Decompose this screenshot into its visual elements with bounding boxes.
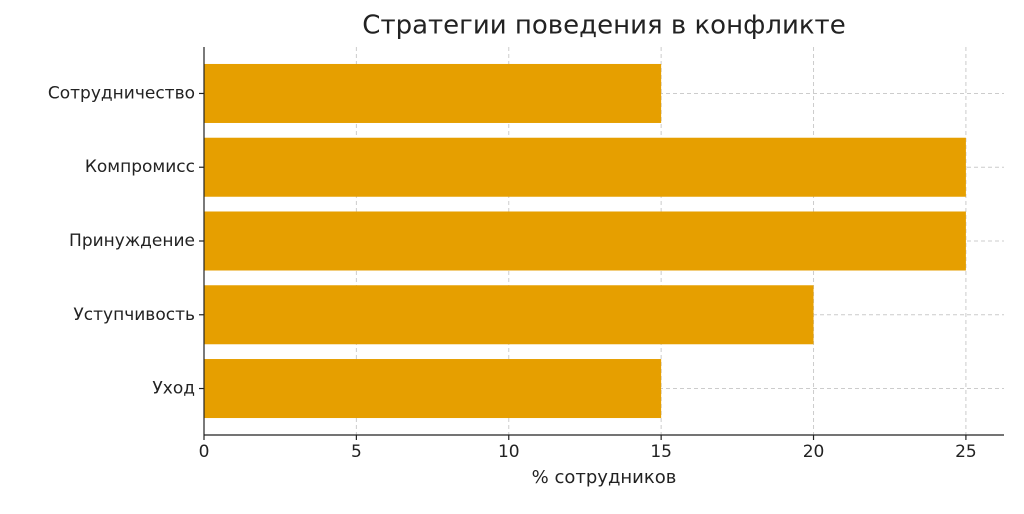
- y-tick-label: Принуждение: [69, 231, 195, 251]
- y-tick-label: Компромисс: [85, 157, 195, 177]
- x-axis-label: % сотрудников: [532, 467, 677, 488]
- x-tick-label: 20: [803, 442, 825, 462]
- bar: [204, 63, 662, 123]
- x-tick-label: 10: [498, 442, 520, 462]
- bar: [204, 211, 966, 271]
- x-tick-label: 25: [955, 442, 977, 462]
- y-tick-label: Сотрудничество: [48, 83, 195, 103]
- bar: [204, 359, 662, 419]
- y-tick-label: Уход: [152, 379, 195, 399]
- bar: [204, 137, 966, 197]
- y-tick-label: Уступчивость: [73, 305, 195, 325]
- x-tick-label: 5: [351, 442, 362, 462]
- chart-title: Стратегии поведения в конфликте: [362, 11, 845, 41]
- bar: [204, 285, 814, 345]
- x-tick-label: 0: [199, 442, 210, 462]
- x-tick-label: 15: [650, 442, 672, 462]
